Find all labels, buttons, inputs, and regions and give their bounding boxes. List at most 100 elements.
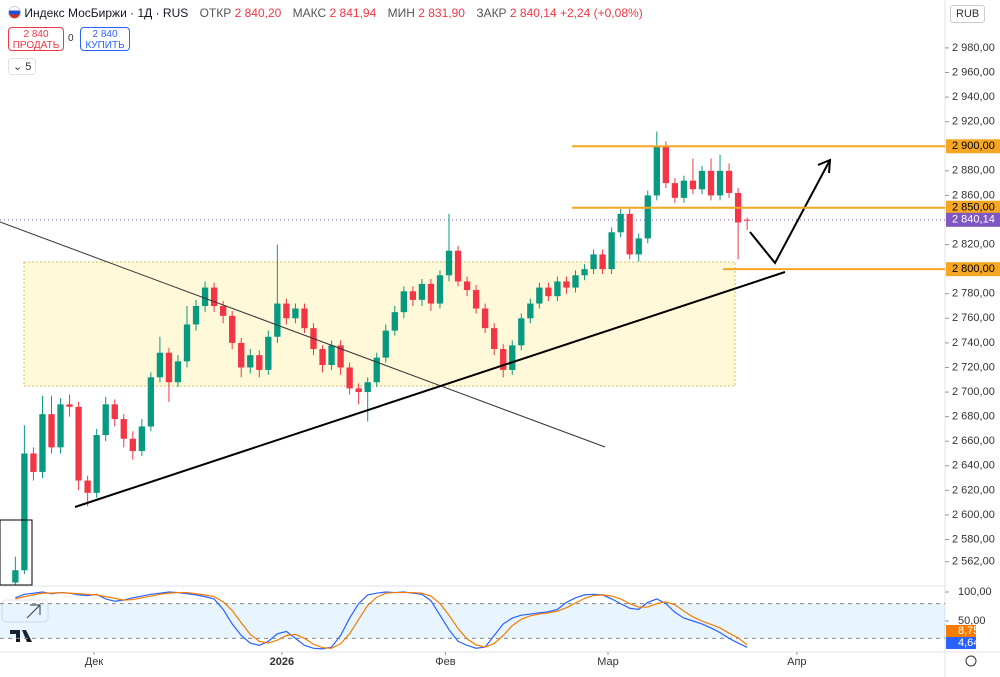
y-tick-label: 2 880,00 [952, 165, 995, 177]
y-tick-label: 2 700,00 [952, 386, 995, 398]
candle-body [75, 406, 82, 481]
candle-body [427, 283, 435, 304]
value-label: 8,75 [958, 625, 979, 637]
candle-body [66, 404, 73, 407]
candle-body [454, 250, 462, 282]
forecast-path[interactable] [749, 159, 831, 265]
buy-label: КУПИТЬ [85, 40, 125, 51]
candle-body [48, 414, 55, 448]
candle-body [238, 342, 245, 368]
candle-body [12, 570, 19, 583]
candle-body [111, 404, 118, 420]
value-label-box [946, 625, 976, 637]
y-tick-label: 2 780,00 [952, 288, 995, 300]
candle-body [39, 414, 46, 472]
candle-body [355, 388, 362, 393]
open-value: 2 840,20 [234, 6, 282, 20]
symbol-title[interactable]: Индекс МосБиржи · 1Д · RUS [24, 6, 189, 20]
draw-icon [26, 604, 41, 619]
logo [10, 630, 32, 642]
y-tick-label: 2 640,00 [952, 460, 995, 472]
candle-body [319, 349, 326, 366]
y-tick-label: 2 680,00 [952, 411, 995, 423]
candle-body [301, 308, 308, 329]
candle-body [680, 180, 688, 198]
candle-body [472, 290, 480, 309]
indicators-toggle[interactable]: ⌄ 5 [8, 58, 37, 75]
candle-body [671, 183, 679, 198]
sell-button[interactable]: 2 840 ПРОДАТЬ [8, 27, 64, 51]
y-tick-label: 2 600,00 [952, 509, 995, 521]
candle-body [400, 291, 408, 313]
y-tick-label: 2 720,00 [952, 361, 995, 373]
candle-body [707, 170, 715, 196]
candle-body [463, 281, 471, 291]
candle-body [500, 349, 507, 370]
change-value: +2,24 (+0,08%) [559, 6, 643, 20]
trend-line[interactable] [74, 271, 786, 508]
candle-body [725, 170, 733, 193]
level-label-box [946, 200, 1000, 215]
x-tick-label: Дек [85, 656, 104, 668]
candle-body [716, 170, 724, 196]
y-tick-label: 2 760,00 [952, 312, 995, 324]
indicators-count: 5 [25, 61, 32, 73]
y-tick-label: 2 660,00 [952, 435, 995, 447]
close-value: 2 840,14 [509, 6, 557, 20]
candle-body [292, 308, 299, 319]
candle-body [545, 287, 552, 297]
candle-body [183, 324, 191, 362]
y-tick-label: 2 980,00 [952, 42, 995, 54]
buy-button[interactable]: 2 840 КУПИТЬ [80, 27, 130, 51]
candle-body [156, 352, 164, 378]
candle-body [373, 357, 380, 383]
settings-icon[interactable] [965, 655, 977, 667]
candle-body [662, 146, 669, 184]
symbol-header: Индекс МосБиржи · 1Д · RUS ОТКР 2 840,20… [8, 6, 643, 20]
candle-body [219, 306, 227, 316]
candle-body [147, 377, 155, 427]
x-tick-label: 2026 [270, 656, 294, 668]
candle-body [590, 254, 597, 270]
candle-body [274, 303, 281, 337]
candle-body [626, 213, 633, 255]
y-tick-label: 2 960,00 [952, 66, 995, 78]
sell-price: 2 840 [23, 29, 49, 40]
candle-body [57, 404, 64, 448]
candle-body [129, 438, 136, 452]
currency-button[interactable]: RUB [950, 5, 986, 23]
candle-body [481, 308, 489, 329]
value-label-box [946, 637, 976, 649]
candle-body [337, 345, 344, 368]
candle-body [21, 453, 28, 571]
level-label: 2 800,00 [952, 263, 995, 275]
sell-label: ПРОДАТЬ [12, 40, 60, 51]
x-tick-label: Мар [597, 656, 619, 668]
candle-body [310, 328, 317, 350]
last-price-label: 2 840,14 [952, 214, 995, 226]
buy-price: 2 840 [92, 29, 118, 40]
candle-body [689, 180, 697, 190]
value-label: 4,64 [958, 637, 979, 649]
candle-body [445, 250, 453, 276]
level-label: 2 900,00 [952, 140, 995, 152]
oscillator-band [0, 603, 945, 639]
candle-body [247, 355, 254, 368]
candle-body [635, 238, 642, 255]
drawing-tool[interactable] [1, 599, 49, 623]
candle-body [563, 281, 570, 288]
candle-body [210, 287, 218, 307]
candle-body [256, 355, 263, 370]
candle-body [138, 426, 146, 452]
candle-body [120, 419, 127, 439]
y-tick-label: 2 860,00 [952, 189, 995, 201]
candle-body [743, 219, 751, 221]
candle-body [599, 254, 606, 270]
close-label: ЗАКР [476, 6, 507, 20]
selection-box [0, 519, 33, 586]
candle-body [491, 328, 498, 350]
trend-line[interactable] [0, 221, 606, 448]
range-box[interactable] [23, 261, 736, 387]
candle-body [192, 306, 200, 325]
